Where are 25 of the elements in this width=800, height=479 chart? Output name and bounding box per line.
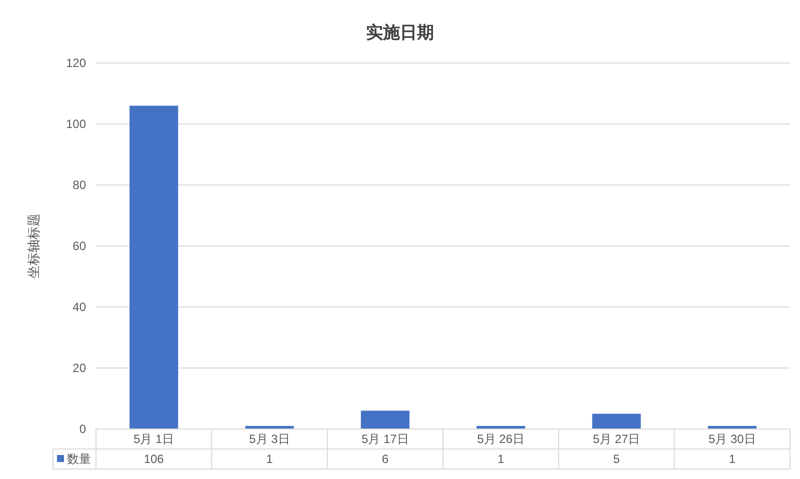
- x-tick-label: 5月 1日: [133, 432, 174, 446]
- data-label: 1: [728, 452, 736, 466]
- x-tick-label: 5月 17日: [361, 432, 409, 446]
- chart-title: 实施日期: [366, 23, 434, 42]
- data-label: 1: [497, 452, 504, 466]
- data-label: 106: [144, 452, 164, 466]
- x-tick-label: 5月 26日: [477, 432, 525, 446]
- x-tick-label: 5月 3日: [249, 432, 290, 446]
- data-label: 1: [266, 452, 274, 466]
- bar: [360, 410, 410, 429]
- y-tick-label: 80: [72, 178, 86, 192]
- y-axis-title: 坐标轴标题: [26, 214, 41, 278]
- legend-label: 数量: [67, 452, 91, 466]
- y-tick-label: 0: [79, 422, 86, 436]
- y-tick-label: 40: [72, 300, 86, 314]
- y-tick-label: 120: [66, 56, 86, 70]
- bar: [130, 106, 178, 429]
- x-tick-label: 5月 30日: [708, 432, 756, 446]
- data-label: 6: [382, 452, 389, 466]
- y-tick-label: 100: [66, 117, 86, 131]
- data-label: 5: [613, 452, 620, 466]
- x-tick-label: 5月 27日: [592, 432, 640, 446]
- y-tick-label: 60: [72, 239, 86, 253]
- y-tick-label: 20: [72, 361, 86, 375]
- bar: [592, 414, 641, 429]
